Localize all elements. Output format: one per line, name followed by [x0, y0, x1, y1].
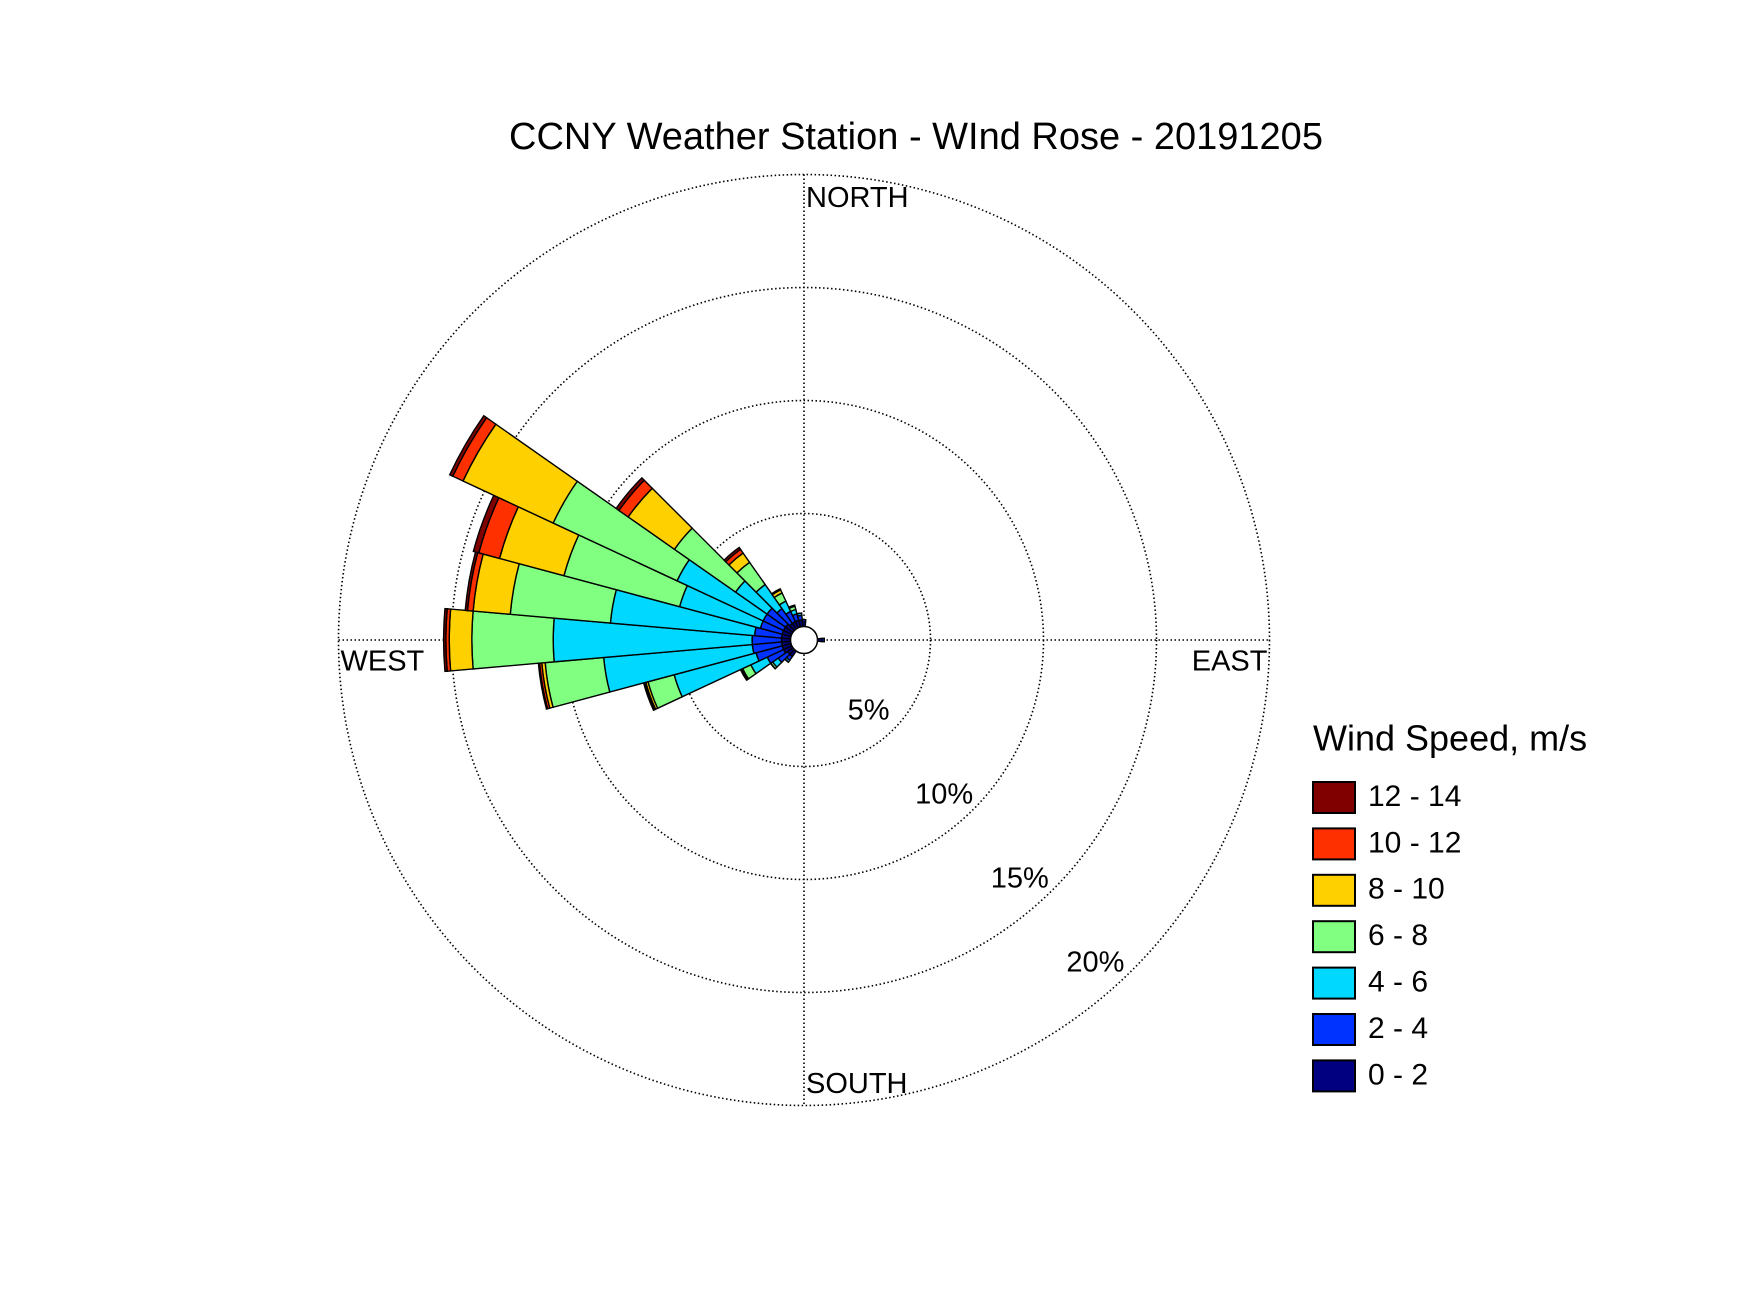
wind-segment	[471, 610, 555, 670]
r-tick-label: 15%	[991, 862, 1049, 894]
r-tick-label: 5%	[848, 694, 890, 726]
legend: Wind Speed, m/s 0 - 2 2 - 4 4 - 6 6 - 8 8 - 1…	[1312, 718, 1587, 1093]
legend-label: 10 - 12	[1368, 826, 1461, 859]
wind-segment	[723, 546, 742, 563]
wind-segment	[448, 414, 488, 478]
compass-label: NORTH	[806, 182, 909, 214]
legend-swatch	[1312, 1013, 1356, 1046]
r-tick-label: 10%	[915, 778, 973, 810]
legend-swatch	[1312, 827, 1356, 861]
chart-title: CCNY Weather Station - WInd Rose - 20191…	[509, 116, 1323, 158]
wind-segment	[448, 608, 474, 672]
compass-label: WEST	[341, 646, 425, 678]
compass-label: SOUTH	[806, 1068, 908, 1100]
legend-label: 4 - 6	[1368, 966, 1428, 999]
legend-title: Wind Speed, m/s	[1313, 718, 1587, 759]
grid-circle	[450, 286, 1158, 994]
legend-swatch	[1312, 781, 1356, 814]
legend-label: 12 - 14	[1368, 780, 1461, 813]
axis-labels: 5% 10% 15% 20% NORTH EAST SOUTH WEST	[341, 182, 1268, 1100]
wind-segment	[796, 612, 802, 615]
legend-swatch	[1312, 873, 1356, 907]
r-tick-label: 20%	[1066, 946, 1124, 978]
legend-label: 8 - 10	[1368, 873, 1445, 906]
wind-segment	[442, 607, 448, 673]
legend-swatch	[1312, 920, 1356, 954]
center-hole	[789, 625, 819, 655]
legend-label: 6 - 8	[1368, 919, 1428, 952]
wind-segment	[615, 476, 646, 512]
compass-label: EAST	[1192, 646, 1268, 678]
legend-swatch	[1312, 1059, 1356, 1093]
wind-segment	[771, 588, 781, 595]
legend-swatch	[1312, 966, 1356, 1000]
wind-bars	[442, 414, 825, 712]
legend-label: 0 - 2	[1368, 1058, 1428, 1091]
legend-label: 2 - 4	[1368, 1012, 1428, 1045]
grid-circle	[337, 173, 1271, 1107]
